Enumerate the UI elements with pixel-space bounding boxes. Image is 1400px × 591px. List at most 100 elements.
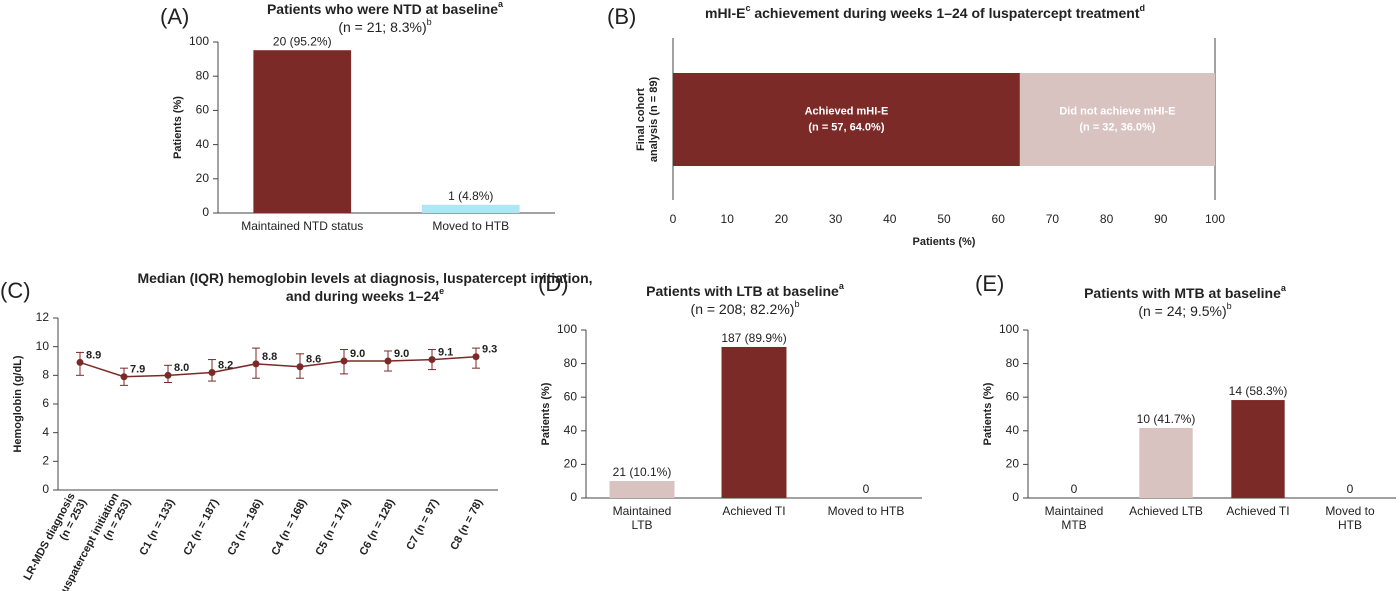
value-label: 187 (89.9%) [721,331,786,345]
value-label: 9.0 [350,348,365,360]
superscript: e [439,286,444,296]
text-run: and during weeks 1–24 [286,288,439,304]
y-tick-label: 100 [189,34,209,48]
x-tick-label: C4 (n = 168) [269,497,309,558]
x-tick-label-group: C6 (n = 128) [357,497,397,558]
panel-label: (D) [538,271,569,296]
superscript: b [1227,301,1232,311]
y-tick-label: 8 [42,368,49,382]
y-tick-label: 60 [1006,389,1020,403]
x-tick-label: C6 (n = 128) [357,497,397,558]
y-tick-label: 20 [196,171,210,185]
x-tick-label: Achieved TI [722,504,785,518]
y-tick-label: 2 [42,454,49,468]
chart-title: Patients who were NTD at baselinea [267,0,504,17]
superscript: a [839,281,845,291]
text-run: (n = 21; 8.3%) [338,19,426,35]
segment-name: Did not achieve mHI-E [1059,105,1175,117]
x-tick-label: MTB [1061,518,1086,532]
segment-name: Achieved mHI-E [805,105,889,117]
value-label: 7.9 [130,364,145,376]
superscript: a [1281,283,1287,293]
value-label: 9.0 [394,348,409,360]
point [208,368,216,376]
chart-subtitle: (n = 21; 8.3%)b [338,17,431,34]
x-tick-label-group: C5 (n = 174) [313,497,353,558]
x-tick-label: 50 [937,212,951,226]
text-run: Patients with LTB at baseline [646,283,839,299]
chart-title: Median (IQR) hemoglobin levels at diagno… [137,270,592,286]
x-tick-label: C2 (n = 187) [181,497,221,558]
panel-label: (E) [975,271,1004,296]
value-label: 8.2 [218,359,233,371]
x-tick-label-group: C3 (n = 196) [225,497,265,558]
superscript: c [745,3,750,13]
y-tick-label: 0 [42,482,49,496]
superscript: a [498,0,504,9]
value-label: 9.3 [482,344,497,356]
y-tick-label: 80 [564,356,578,370]
y-tick-label: 10 [36,339,50,353]
value-label: 21 (10.1%) [613,465,672,479]
value-label: 10 (41.7%) [1137,412,1196,426]
y-tick-label: 80 [1006,356,1020,370]
panel-label: (B) [607,4,636,29]
panel-label: (A) [160,4,189,29]
y-axis-label: Patients (%) [982,382,994,445]
x-tick-label-group: C1 (n = 133) [137,497,177,558]
text-run: Patients with MTB at baseline [1084,285,1281,301]
y-tick-label: 40 [196,137,210,151]
bar-segment [1019,73,1215,166]
point [428,356,436,364]
value-label: (n = 32, 36.0%) [1079,121,1155,133]
bar-segment [673,73,1020,166]
y-axis-label: Hemoglobin (g/dL) [12,355,24,452]
value-label: 8.6 [306,354,321,366]
y-tick-label: 80 [196,68,210,82]
x-tick-label-group: C8 (n = 78) [448,497,485,552]
superscript: d [1140,3,1146,13]
x-tick-label: 100 [1205,212,1225,226]
bar [721,346,787,498]
y-tick-label: Final cohort [635,88,647,151]
value-label: 8.0 [174,362,189,374]
y-tick-label: 100 [557,322,577,336]
x-tick-label: HTB [1338,518,1362,532]
x-tick-label: Achieved LTB [1129,504,1203,518]
point [340,357,348,365]
x-tick-label: C7 (n = 97) [404,497,441,552]
x-tick-label: 90 [1154,212,1168,226]
value-label: 14 (58.3%) [1229,384,1288,398]
x-tick-label: Maintained NTD status [241,219,363,233]
value-label: 8.8 [262,351,277,363]
value-label: (n = 57, 64.0%) [808,121,884,133]
text-run: Median (IQR) hemoglobin levels at diagno… [137,270,592,286]
x-tick-label: 20 [775,212,789,226]
text-run: mHI-E [705,5,745,21]
text-run: achievement during weeks 1–24 of luspate… [750,5,1139,21]
bar [609,481,675,498]
text-run: (n = 208; 82.2%) [691,301,795,317]
x-tick-label: 10 [721,212,735,226]
point [296,363,304,371]
text-run: Patients who were NTD at baseline [267,1,498,17]
x-tick-label: Achieved TI [1226,504,1289,518]
x-tick-label: 30 [829,212,843,226]
point [252,360,260,368]
chart-title: Patients with MTB at baselinea [1084,283,1287,300]
point [76,358,84,366]
x-tick-label: C8 (n = 78) [448,497,485,552]
y-tick-label: 6 [42,396,49,410]
x-tick-label: 80 [1100,212,1114,226]
x-tick-label: Moved to HTB [432,219,509,233]
bar [421,204,520,213]
point [472,353,480,361]
value-label: 20 (95.2%) [273,34,332,48]
y-axis-label: Patients (%) [172,96,184,159]
text-run: (n = 24; 9.5%) [1138,303,1226,319]
x-axis-label: Patients (%) [913,236,976,248]
y-axis-label: Patients (%) [540,382,552,445]
y-tick-label: 12 [36,310,50,324]
y-tick-label: analysis (n = 89) [648,77,660,163]
x-tick-label: 40 [883,212,897,226]
